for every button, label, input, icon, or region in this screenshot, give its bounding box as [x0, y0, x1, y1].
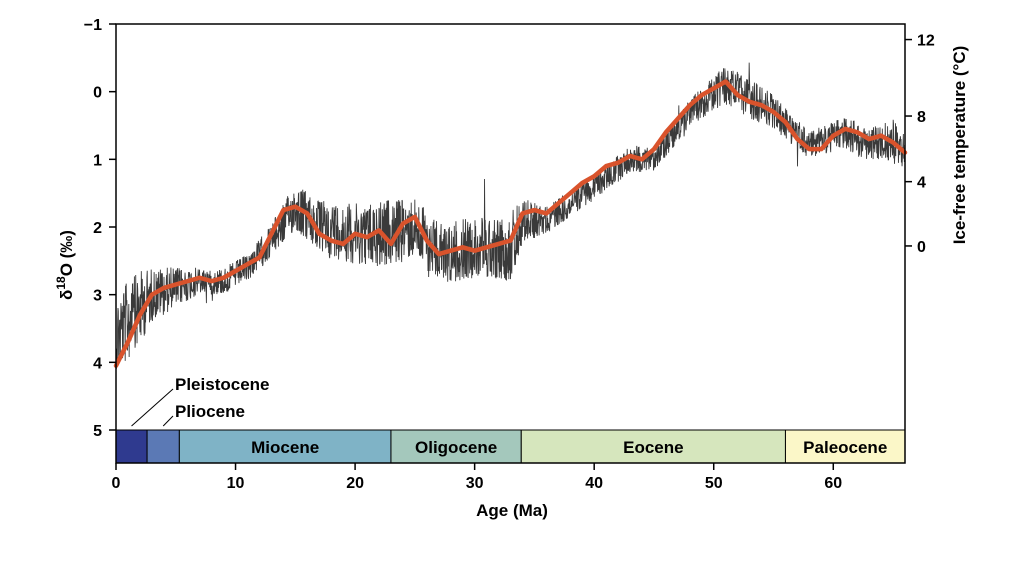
- y-left-tick-label: 3: [93, 288, 102, 305]
- x-tick-label: 30: [466, 475, 484, 492]
- x-tick-label: 20: [346, 475, 364, 492]
- epoch-miocene: [178, 429, 392, 464]
- y-right-tick-label: 0: [917, 239, 926, 256]
- x-tick-label: 0: [112, 475, 121, 492]
- y-right-tick-label: 4: [917, 175, 926, 192]
- epoch-pliocene: [146, 429, 180, 464]
- y-left-tick-label: −1: [84, 17, 102, 34]
- smoothed-curve-layer: [113, 79, 908, 368]
- right-y-axis-title: Ice-free temperature (°C): [950, 46, 969, 245]
- y-left-tick-label: 5: [93, 423, 102, 440]
- epoch-callouts: Pleistocene Pliocene: [131, 375, 270, 427]
- left-y-axis: −1 0 1 2 3 4 5: [84, 17, 116, 440]
- y-left-tick-label: 4: [93, 355, 102, 372]
- ylabel-superscript: 18: [54, 276, 68, 290]
- epoch-label-miocene: Miocene: [251, 438, 319, 457]
- ylabel-unit: ‰: [57, 236, 76, 253]
- right-y-axis: 12 8 4 0: [905, 33, 935, 256]
- y-left-tick-label: 2: [93, 220, 102, 237]
- epoch-pleistocene: [115, 429, 148, 464]
- left-y-axis-title: δ18O (‰): [54, 230, 76, 300]
- epoch-label-oligocene: Oligocene: [415, 438, 497, 457]
- plot-frame: [115, 23, 906, 464]
- callout-line-pleistocene: [131, 388, 174, 427]
- ylabel-close: ): [57, 230, 76, 236]
- y-left-tick-label: 1: [93, 152, 102, 169]
- epoch-bar: Miocene Oligocene Eocene Paleocene: [115, 429, 906, 464]
- y-left-tick-label: 0: [93, 85, 102, 102]
- x-axis-title: Age (Ma): [476, 501, 548, 520]
- callout-label-pliocene: Pliocene: [175, 402, 245, 421]
- epoch-label-paleocene: Paleocene: [803, 438, 887, 457]
- x-tick-label: 50: [705, 475, 723, 492]
- y-right-tick-label: 8: [917, 109, 926, 126]
- ylabel-delta: δ: [57, 290, 76, 300]
- ylabel-tail: O (: [57, 252, 76, 276]
- y-right-tick-label: 12: [917, 33, 935, 50]
- callout-line-pliocene: [162, 415, 174, 427]
- raw-data-band: [115, 62, 906, 369]
- x-tick-label: 60: [824, 475, 842, 492]
- smoothed-series-line: [113, 79, 908, 368]
- x-axis: 0 10 20 30 40 50 60: [112, 463, 842, 492]
- x-tick-label: 10: [227, 475, 245, 492]
- epoch-eocene: [520, 429, 786, 464]
- raw-series-line: [115, 62, 906, 369]
- epoch-label-eocene: Eocene: [623, 438, 683, 457]
- x-tick-label: 40: [585, 475, 603, 492]
- epoch-oligocene: [390, 429, 522, 464]
- callout-label-pleistocene: Pleistocene: [175, 375, 270, 394]
